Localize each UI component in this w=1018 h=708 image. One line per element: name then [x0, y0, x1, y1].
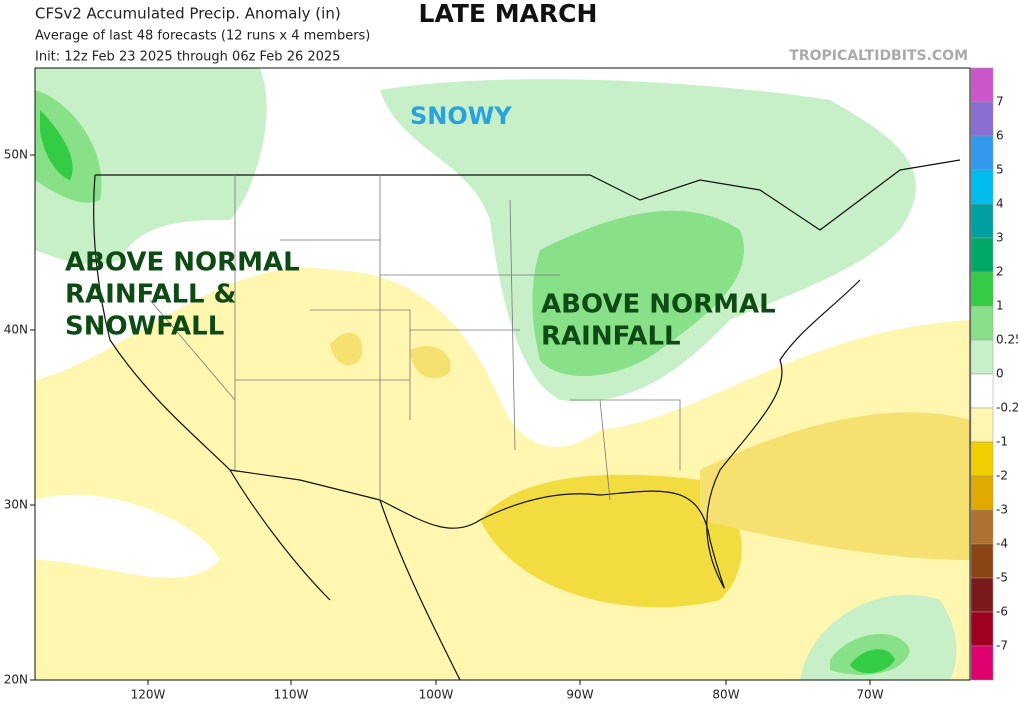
lon-label: 110W [274, 688, 309, 702]
colorbar-label: -3 [996, 503, 1008, 517]
boundaries [93, 159, 961, 680]
lat-label: 50N [4, 148, 28, 162]
colorbar-swatch [970, 577, 994, 613]
colorbar-swatch [970, 237, 994, 273]
colorbar-swatch [970, 305, 994, 341]
colorbar-label: 0.25 [996, 333, 1018, 347]
title: CFSv2 Accumulated Precip. Anomaly (in) [35, 5, 341, 23]
colorbar-label: 6 [996, 129, 1004, 143]
colorbar-swatch [970, 441, 994, 477]
lat-label: 30N [4, 498, 28, 512]
colorbar-label: 4 [996, 197, 1004, 211]
colorbar-swatch [970, 67, 994, 103]
lon-label: 70W [856, 688, 883, 702]
lat-label: 20N [4, 673, 28, 687]
colorbar-swatch [970, 645, 994, 681]
colorbar-swatch [970, 339, 994, 375]
colorbar: 7 6 5 4 3 2 1 0.25 0 -0.25 -1 -2 -3 -4 -5 -6 -7 [970, 67, 1018, 681]
lon-label: 90W [566, 688, 593, 702]
colorbar-label: 5 [996, 163, 1004, 177]
colorbar-swatch [970, 407, 994, 443]
colorbar-label: -0.25 [996, 401, 1018, 415]
annotation: RAINFALL & [65, 280, 236, 310]
subtitle: Average of last 48 forecasts (12 runs x … [35, 29, 370, 44]
colorbar-swatch [970, 509, 994, 545]
init-text: Init: 12z Feb 23 2025 through 06z Feb 26… [35, 50, 340, 65]
colorbar-label: -6 [996, 605, 1008, 619]
colorbar-label: 7 [996, 95, 1004, 109]
colorbar-swatch [970, 101, 994, 137]
colorbar-label: -5 [996, 571, 1008, 585]
map [34, 67, 971, 681]
colorbar-swatch [970, 203, 994, 239]
colorbar-label: 3 [996, 231, 1004, 245]
source: TROPICALTIDBITS.COM [789, 48, 968, 64]
lon-label: 80W [712, 688, 739, 702]
lat-label: 40N [4, 323, 28, 337]
colorbar-swatch [970, 543, 994, 579]
colorbar-label: -1 [996, 435, 1008, 449]
state-lines [149, 175, 681, 501]
lon-label: 120W [131, 688, 166, 702]
annotation: RAINFALL [541, 322, 681, 352]
annotation: SNOWY [410, 102, 512, 130]
colorbar-label: -7 [996, 639, 1008, 653]
map-frame [34, 67, 971, 681]
colorbar-swatch [970, 373, 994, 409]
annotation: SNOWFALL [65, 312, 224, 342]
colorbar-swatch [970, 611, 994, 647]
colorbar-swatch [970, 271, 994, 307]
annotation: ABOVE NORMAL [65, 248, 300, 278]
headline: LATE MARCH [419, 0, 598, 28]
colorbar-label: 0 [996, 367, 1004, 381]
colorbar-label: -4 [996, 537, 1008, 551]
colorbar-label: -2 [996, 469, 1008, 483]
colorbar-label: 2 [996, 265, 1004, 279]
annotation: ABOVE NORMAL [541, 290, 776, 320]
axes: 120W 110W 100W 90W 80W 70W 50N 40N 30N 20N [4, 148, 884, 702]
colorbar-label: 1 [996, 299, 1004, 313]
anomaly-field [35, 68, 970, 680]
lon-label: 100W [419, 688, 454, 702]
colorbar-swatch [970, 169, 994, 205]
colorbar-swatch [970, 475, 994, 511]
colorbar-swatch [970, 135, 994, 171]
